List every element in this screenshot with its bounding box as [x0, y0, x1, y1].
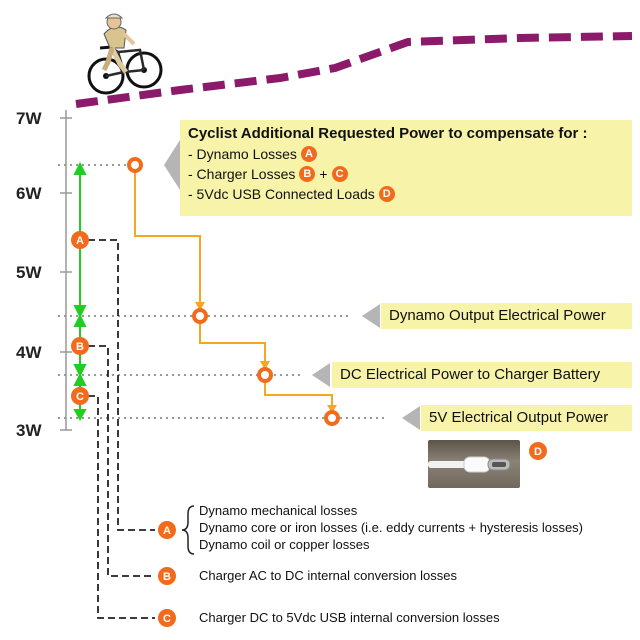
callout-pointers	[164, 140, 420, 430]
pointer-main	[164, 140, 180, 190]
usb-badge-d-circle	[529, 442, 547, 460]
cyclist-on-bicycle-icon	[87, 13, 163, 95]
power-flow-path	[134, 165, 333, 408]
dc-charger-callout: DC Electrical Power to Charger Battery	[332, 362, 632, 388]
callout-badge-b: B	[299, 166, 316, 182]
legend-a: Dynamo mechanical losses Dynamo core or …	[199, 502, 583, 553]
loss-leader-lines	[88, 239, 155, 619]
axis-badge-c: C	[76, 391, 84, 403]
green-range-arrows	[73, 161, 87, 422]
axis-badge-b: B	[76, 341, 84, 353]
callout-badge-d: D	[378, 186, 395, 202]
legend-badges: A B C	[158, 521, 176, 627]
callout-line-usb: - 5Vdc USB Connected Loads D	[188, 184, 624, 204]
marker-dc-charger	[257, 367, 273, 383]
callout-title: Cyclist Additional Requested Power to co…	[188, 125, 588, 142]
legend-b: Charger AC to DC internal conversion los…	[199, 568, 457, 583]
marker-usb-output	[324, 410, 340, 426]
y-label-5w: 5W	[16, 263, 42, 282]
callout-line-dynamo-text: - Dynamo Losses	[188, 146, 297, 162]
axis-badge-a: A	[76, 235, 84, 247]
callout-line-usb-text: - 5Vdc USB Connected Loads	[188, 186, 375, 202]
marker-requested-power	[127, 157, 143, 173]
callout-plus: +	[319, 166, 328, 182]
y-label-6w: 6W	[16, 184, 42, 203]
y-label-7w: 7W	[16, 109, 42, 128]
y-label-4w: 4W	[16, 343, 42, 362]
legend-badge-a: A	[163, 525, 171, 537]
legend-badge-b: B	[163, 571, 171, 583]
callout-line-dynamo: - Dynamo Losses A	[188, 144, 624, 164]
axis-badges: A B C	[71, 231, 89, 405]
legend-badge-c: C	[163, 613, 171, 625]
usb-badge-d: D	[534, 446, 542, 458]
road-dashed-line	[75, 32, 633, 108]
power-flow-arrowheads	[195, 302, 337, 413]
pointer-dc	[312, 363, 330, 387]
requested-power-callout: Cyclist Additional Requested Power to co…	[180, 120, 632, 216]
y-label-3w: 3W	[16, 421, 42, 440]
callout-line-charger-text: - Charger Losses	[188, 166, 296, 182]
callout-badge-c: C	[331, 166, 348, 182]
callout-badge-a: A	[300, 146, 317, 162]
dynamo-output-callout: Dynamo Output Electrical Power	[381, 303, 632, 329]
power-level-markers	[127, 157, 340, 426]
legend-a-brace	[181, 505, 195, 555]
callout-line-charger: - Charger Losses B + C	[188, 164, 624, 184]
legend-a-line-3: Dynamo coil or copper losses	[199, 537, 370, 552]
marker-dynamo-output	[192, 308, 208, 324]
pointer-dynamo	[362, 304, 380, 328]
usb-c-cable-photo	[428, 440, 520, 488]
legend-a-line-2: Dynamo core or iron losses (i.e. eddy cu…	[199, 520, 584, 535]
legend-c: Charger DC to 5Vdc USB internal conversi…	[199, 610, 500, 625]
legend-a-line-1: Dynamo mechanical losses	[199, 503, 358, 518]
pointer-usb	[402, 406, 420, 430]
usb-output-callout: 5V Electrical Output Power	[421, 405, 632, 431]
